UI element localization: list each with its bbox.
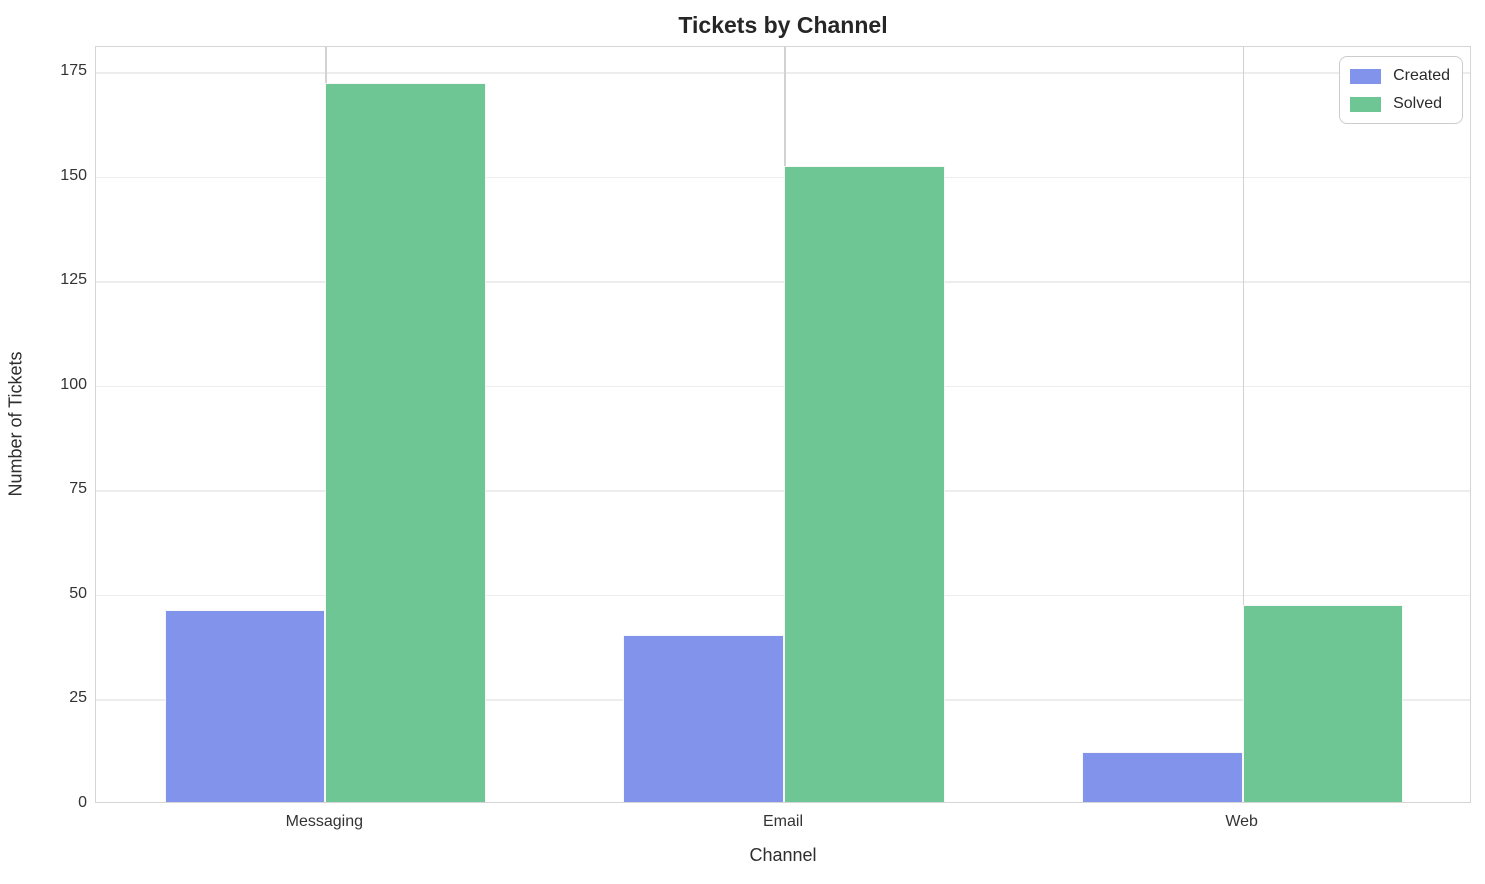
- x-axis-label: Channel: [749, 845, 817, 865]
- y-tick-label: 175: [60, 62, 87, 80]
- bar-created-messaging: [164, 609, 326, 802]
- horizontal-gridline: [96, 281, 1470, 283]
- bar-solved-messaging: [325, 82, 486, 802]
- x-tick-label-email: Email: [762, 813, 803, 830]
- y-tick-label: 100: [60, 375, 87, 393]
- legend-label: Solved: [1393, 95, 1442, 112]
- horizontal-gridline: [96, 176, 1470, 179]
- legend-swatch-created: [1350, 68, 1382, 84]
- x-tick-label-web: Web: [1225, 813, 1258, 830]
- legend-item-solved: Solved: [1350, 95, 1450, 113]
- legend-item-created: Created: [1350, 67, 1450, 85]
- y-axis-label: Number of Tickets: [5, 351, 26, 497]
- plot-area: [95, 46, 1471, 803]
- y-tick-label: 75: [69, 480, 87, 498]
- x-tick-label-messaging: Messaging: [285, 813, 364, 830]
- vertical-gridline: [1242, 47, 1245, 802]
- y-tick-label: 150: [60, 166, 87, 184]
- legend-label: Created: [1393, 67, 1450, 84]
- y-tick-label: 25: [69, 689, 87, 707]
- y-tick-label: 0: [78, 794, 87, 811]
- horizontal-gridline: [96, 594, 1470, 597]
- horizontal-gridline: [96, 385, 1470, 388]
- bar-solved-email: [784, 166, 945, 802]
- legend: Created Solved: [1339, 56, 1463, 124]
- chart-title: Tickets by Channel: [678, 12, 888, 38]
- horizontal-gridline: [96, 72, 1470, 74]
- bar-created-email: [623, 634, 784, 802]
- horizontal-gridline: [96, 490, 1470, 492]
- y-tick-label: 125: [60, 271, 87, 289]
- legend-swatch-solved: [1350, 96, 1382, 112]
- bar-solved-web: [1242, 605, 1404, 802]
- y-tick-label: 50: [69, 584, 87, 602]
- bar-created-web: [1082, 751, 1243, 802]
